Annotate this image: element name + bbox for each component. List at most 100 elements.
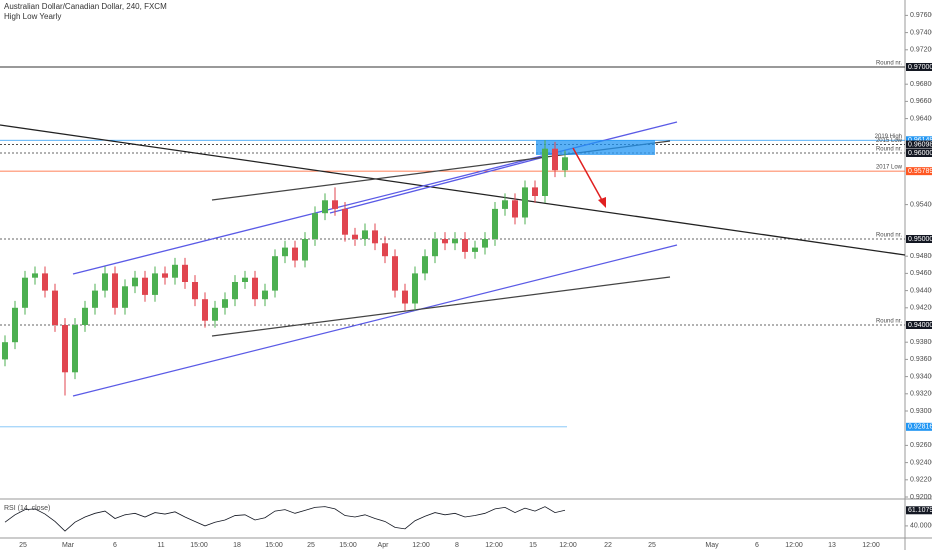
channel-mid <box>329 155 549 214</box>
x-tick-label: 25 <box>19 542 27 549</box>
indicator-name: High Low Yearly <box>4 12 61 21</box>
level-label: 0.95789 <box>908 168 932 175</box>
x-tick-label: Mar <box>62 542 75 549</box>
candle-body <box>542 148 548 196</box>
x-tick-label: 25 <box>307 542 315 549</box>
arrow-shaft <box>572 147 604 203</box>
candle-body <box>102 273 108 291</box>
wedge-lower <box>211 276 671 337</box>
level-badge <box>906 167 932 176</box>
y-tick-label: 0.92000 <box>910 494 932 501</box>
rsi-line <box>4 506 566 532</box>
level-text: Round nr. <box>876 233 902 239</box>
candle-body <box>272 256 278 291</box>
x-tick-label: 12:00 <box>412 542 430 549</box>
candle-body <box>412 273 418 304</box>
rsi-value-label: 61.1079 <box>908 507 932 514</box>
candle-body <box>22 277 28 308</box>
x-tick-label: 8 <box>455 542 459 549</box>
candle-body <box>182 264 188 282</box>
candle-body <box>332 200 338 209</box>
candle-body <box>472 247 478 252</box>
candle-body <box>222 299 228 308</box>
level-badge <box>906 234 932 243</box>
candle-body <box>62 324 68 373</box>
rsi-badge <box>906 506 932 515</box>
candle-body <box>322 200 328 214</box>
x-tick-label: 15:00 <box>339 542 357 549</box>
candle-body <box>492 208 498 239</box>
level-label: 0.94000 <box>908 322 932 329</box>
candle-body <box>422 256 428 274</box>
drawings <box>0 121 906 397</box>
level-label: 0.97000 <box>908 64 932 71</box>
candle-body <box>52 290 58 325</box>
x-tick-label: 13 <box>828 542 836 549</box>
candle-body <box>202 299 208 321</box>
candle-body <box>342 208 348 235</box>
candle-body <box>452 238 458 244</box>
level-label: 0.95000 <box>908 236 932 243</box>
candle-body <box>362 230 368 239</box>
level-badge <box>906 136 932 145</box>
candle-body <box>162 273 168 278</box>
candle-body <box>402 290 408 304</box>
candle-body <box>112 273 118 308</box>
x-tick-label: 6 <box>755 542 759 549</box>
rsi-name: RSI (14, close) <box>4 505 50 512</box>
level-badge <box>906 422 932 431</box>
candle-body <box>262 290 268 300</box>
chart-title: Australian Dollar/Canadian Dollar, 240, … <box>4 2 167 11</box>
candle-body <box>32 273 38 278</box>
candle-body <box>152 273 158 295</box>
candle-body <box>42 273 48 291</box>
level-badge <box>906 140 932 149</box>
level-text: Round nr. <box>876 147 902 153</box>
candle-body <box>442 238 448 244</box>
arrow-head <box>598 197 606 208</box>
channel-lower <box>72 244 678 397</box>
level-text: 2015 Low <box>876 138 903 144</box>
candle-body <box>512 200 518 218</box>
x-tick-label: May <box>705 542 719 549</box>
candle-body <box>192 281 198 300</box>
candle-body <box>72 324 78 373</box>
candle-body <box>292 247 298 261</box>
candle-body <box>482 238 488 248</box>
candle-body <box>122 286 128 308</box>
candle-body <box>562 157 568 171</box>
x-tick-label: Apr <box>378 542 390 549</box>
candle-body <box>382 243 388 257</box>
candle-body <box>352 234 358 239</box>
x-tick-label: 15:00 <box>265 542 283 549</box>
level-label: 0.96000 <box>908 150 932 157</box>
candle-body <box>312 213 318 239</box>
candle-body <box>232 281 238 300</box>
candle-body <box>242 277 248 282</box>
candle-body <box>82 307 88 325</box>
x-tick-label: 15:00 <box>190 542 208 549</box>
level-label: 0.92816 <box>908 424 932 431</box>
level-text: 2017 Low <box>876 165 903 171</box>
x-tick-label: 12:00 <box>559 542 577 549</box>
candle-body <box>522 187 528 218</box>
candle-body <box>132 277 138 287</box>
candle-body <box>372 230 378 244</box>
level-badge <box>906 320 932 329</box>
